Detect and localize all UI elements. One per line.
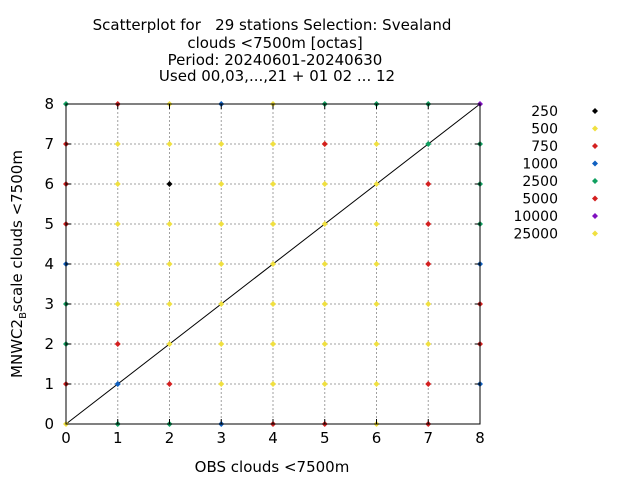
point-500 bbox=[218, 301, 225, 307]
point-500 bbox=[270, 341, 276, 347]
point-750 bbox=[425, 181, 432, 187]
point-500 bbox=[166, 221, 173, 227]
point-500 bbox=[321, 301, 328, 307]
x-tick-label: 5 bbox=[320, 429, 330, 447]
point-500 bbox=[114, 221, 121, 227]
point-500 bbox=[321, 261, 328, 267]
point-500 bbox=[373, 381, 380, 387]
legend-label: 10000 bbox=[513, 209, 558, 225]
x-tick-label: 7 bbox=[423, 429, 433, 447]
point-500 bbox=[373, 261, 380, 267]
legend-marker bbox=[592, 143, 598, 149]
legend-label: 250 bbox=[531, 104, 558, 120]
point-750 bbox=[425, 381, 432, 387]
point-500 bbox=[218, 141, 225, 147]
point-500 bbox=[270, 221, 276, 227]
point-750 bbox=[425, 261, 432, 267]
point-500 bbox=[166, 261, 173, 267]
point-500 bbox=[114, 261, 121, 267]
point-500 bbox=[166, 301, 173, 307]
point-500 bbox=[270, 141, 276, 147]
chart-title: Scatterplot for 29 stations Selection: S… bbox=[93, 16, 452, 85]
legend-label: 5000 bbox=[522, 192, 558, 208]
legend-marker bbox=[592, 125, 598, 132]
x-tick-label: 8 bbox=[475, 429, 485, 447]
point-500 bbox=[321, 341, 328, 347]
point-500 bbox=[166, 341, 173, 347]
legend-marker bbox=[592, 178, 598, 184]
y-tick-label: 5 bbox=[44, 215, 54, 233]
point-500 bbox=[321, 181, 328, 187]
legend-marker bbox=[592, 195, 598, 202]
point-500 bbox=[373, 301, 380, 307]
point-750 bbox=[166, 381, 173, 387]
point-500 bbox=[321, 221, 328, 227]
point-500 bbox=[270, 181, 276, 187]
point-500 bbox=[114, 141, 121, 147]
legend-label: 2500 bbox=[522, 174, 558, 190]
y-axis-label-tail: scale clouds <7500m bbox=[8, 150, 26, 312]
legend-label: 500 bbox=[531, 122, 558, 138]
y-tick-label: 7 bbox=[44, 135, 54, 153]
point-500 bbox=[373, 141, 380, 147]
y-axis-label: MNWC2Bscale clouds <7500m bbox=[8, 150, 29, 378]
point-500 bbox=[218, 381, 225, 387]
axis-ticks: 0 1 2 3 4 5 6 7 8 0 1 2 3 4 5 6 7 8 bbox=[44, 95, 484, 447]
data-points bbox=[63, 101, 483, 427]
point-500 bbox=[270, 301, 276, 307]
point-500 bbox=[218, 261, 225, 267]
point-500 bbox=[166, 141, 173, 147]
point-500 bbox=[114, 181, 121, 187]
point-500 bbox=[373, 221, 380, 227]
y-tick-label: 8 bbox=[44, 95, 54, 113]
x-tick-label: 4 bbox=[268, 429, 278, 447]
title-line-4: Used 00,03,...,21 + 01 02 ... 12 bbox=[159, 67, 395, 85]
x-tick-label: 0 bbox=[61, 429, 71, 447]
legend-marker bbox=[592, 108, 598, 114]
y-tick-label: 4 bbox=[44, 255, 54, 273]
legend-marker bbox=[592, 160, 598, 167]
point-500 bbox=[321, 381, 328, 387]
point-500 bbox=[218, 221, 225, 227]
point-500 bbox=[270, 381, 276, 387]
point-250 bbox=[166, 181, 173, 187]
point-500 bbox=[218, 181, 225, 187]
y-axis-label-subscript: B bbox=[18, 312, 29, 319]
y-tick-label: 0 bbox=[44, 415, 54, 433]
point-500 bbox=[270, 261, 276, 267]
point-750 bbox=[114, 341, 121, 347]
x-tick-label: 1 bbox=[113, 429, 123, 447]
point-1000 bbox=[114, 381, 121, 387]
point-500 bbox=[373, 181, 380, 187]
point-500 bbox=[218, 341, 225, 347]
point-500 bbox=[425, 301, 432, 307]
legend-label: 750 bbox=[531, 139, 558, 155]
point-500 bbox=[373, 341, 380, 347]
point-500 bbox=[114, 301, 121, 307]
y-tick-label: 1 bbox=[44, 375, 54, 393]
legend-label: 25000 bbox=[513, 227, 558, 243]
legend-label: 1000 bbox=[522, 157, 558, 173]
title-line-2: clouds <7500m [octas] bbox=[187, 34, 362, 52]
legend-marker bbox=[592, 213, 598, 219]
x-tick-label: 6 bbox=[372, 429, 382, 447]
x-tick-label: 2 bbox=[165, 429, 175, 447]
y-axis-label-main: MNWC2 bbox=[8, 319, 26, 378]
point-500 bbox=[425, 341, 432, 347]
title-line-3: Period: 20240601-20240630 bbox=[168, 51, 383, 69]
point-750 bbox=[425, 221, 432, 227]
y-tick-label: 6 bbox=[44, 175, 54, 193]
title-line-1: Scatterplot for 29 stations Selection: S… bbox=[93, 16, 452, 34]
y-tick-label: 3 bbox=[44, 295, 54, 313]
y-tick-label: 2 bbox=[44, 335, 54, 353]
legend-marker bbox=[592, 230, 598, 237]
point-750 bbox=[321, 141, 328, 147]
point-2500 bbox=[425, 141, 432, 147]
x-tick-label: 3 bbox=[216, 429, 226, 447]
x-axis-label: OBS clouds <7500m bbox=[195, 458, 350, 476]
